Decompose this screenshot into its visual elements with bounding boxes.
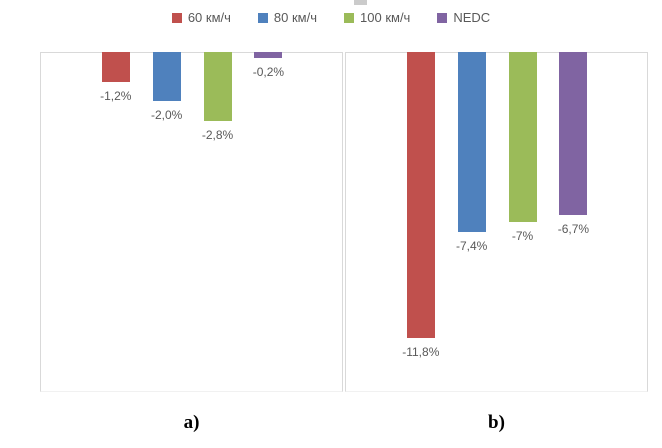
legend-item-1: 80 км/ч bbox=[257, 10, 318, 25]
bar-b-NEDC bbox=[559, 52, 588, 215]
caption-b: b) bbox=[488, 412, 505, 433]
bar-value-label: -7% bbox=[511, 229, 534, 243]
bar-a-NEDC bbox=[254, 52, 283, 58]
bar-value-label: -11,8% bbox=[402, 344, 440, 359]
bar-value-label: -6,7% bbox=[557, 221, 590, 236]
bar-value-label: -7,4% bbox=[455, 238, 488, 253]
legend-swatch-icon bbox=[437, 12, 448, 23]
bar-b-60 км/ч bbox=[406, 52, 435, 338]
bar-value-label: -2,0% bbox=[150, 108, 183, 123]
chart-panel-b: -11,8% -7,4% -7% -6,7% b) bbox=[345, 52, 648, 434]
chart-legend: 60 км/ч 80 км/ч 100 км/ч NEDC bbox=[0, 10, 662, 25]
chart-panel-a: -1,2% -2,0% -2,8% -0,2% a) bbox=[40, 52, 343, 434]
caption-a: a) bbox=[183, 412, 200, 433]
legend-swatch-icon bbox=[171, 12, 182, 23]
bar-value-label: -1,2% bbox=[100, 88, 132, 103]
legend-swatch-icon bbox=[344, 12, 355, 23]
charts-row: -1,2% -2,0% -2,8% -0,2% a) -11,8% -7,4% -7% -6… bbox=[40, 52, 648, 434]
cropped-artifact-mark bbox=[354, 0, 367, 5]
legend-item-3: NEDC bbox=[437, 10, 490, 25]
legend-swatch-icon bbox=[257, 12, 268, 23]
bar-value-label: -0,2% bbox=[252, 64, 285, 79]
legend-label: 60 км/ч bbox=[187, 10, 231, 25]
legend-label: 80 км/ч bbox=[273, 10, 318, 25]
plot-area-b: -11,8% -7,4% -7% -6,7% bbox=[345, 52, 648, 392]
bar-a-100 км/ч bbox=[203, 52, 232, 121]
bar-b-80 км/ч bbox=[457, 52, 486, 232]
legend-label: NEDC bbox=[453, 10, 491, 25]
bar-b-100 км/ч bbox=[508, 52, 537, 222]
bar-a-80 км/ч bbox=[152, 52, 181, 102]
plot-area-a: -1,2% -2,0% -2,8% -0,2% bbox=[40, 52, 343, 392]
legend-label: 100 км/ч bbox=[360, 10, 411, 25]
bar-a-60 км/ч bbox=[101, 52, 130, 82]
bar-value-label: -2,8% bbox=[201, 127, 234, 142]
legend-item-0: 60 км/ч bbox=[171, 10, 231, 25]
legend-item-2: 100 км/ч bbox=[344, 10, 410, 25]
